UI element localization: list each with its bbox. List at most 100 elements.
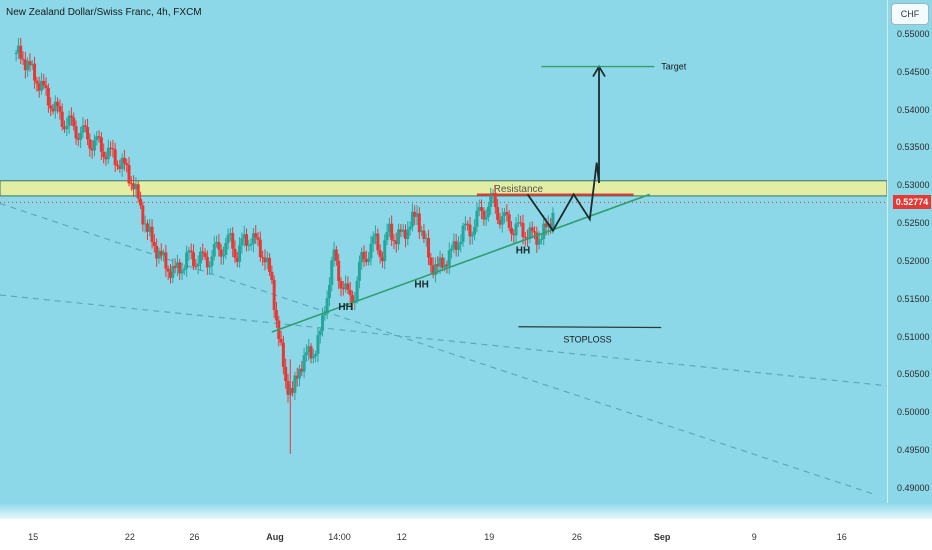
candle-body (33, 63, 37, 81)
dashed-trend-line-shallow (0, 294, 887, 387)
candle-body (473, 226, 477, 235)
candle-body (136, 184, 140, 199)
candle-body (69, 115, 73, 118)
candle-body (150, 226, 154, 242)
candle-body (350, 295, 354, 303)
hh-marker-label: HH (516, 245, 530, 256)
candle-body (132, 183, 136, 190)
candle-body (263, 257, 267, 263)
candle-body (429, 257, 433, 266)
candle-body (201, 251, 205, 253)
candle-body (424, 238, 428, 240)
price-tick-label: 0.52500 (897, 218, 930, 229)
candle-body (37, 83, 41, 91)
currency-button[interactable]: CHF (891, 3, 929, 25)
candle-body (539, 239, 543, 241)
candle-body (470, 234, 474, 237)
price-tick-label: 0.54000 (897, 104, 930, 115)
candle-body (265, 257, 269, 263)
candle-body (360, 251, 364, 263)
candle-body (505, 212, 509, 215)
candle-body (173, 265, 177, 268)
candle-body (318, 330, 322, 336)
candle-body (486, 206, 490, 217)
candle-body (274, 309, 278, 321)
price-tick-label: 0.52000 (897, 255, 930, 266)
candle-body (371, 236, 375, 244)
candle-body (196, 263, 200, 267)
time-tick-label: 9 (751, 532, 757, 542)
candle-body (316, 335, 320, 354)
candle-body (175, 262, 179, 268)
candle-body (21, 58, 25, 60)
candle-body (468, 224, 472, 237)
candle-body (109, 147, 113, 149)
candle-body (385, 231, 389, 241)
candle-body (307, 346, 311, 353)
time-tick-label: 15 (28, 532, 39, 542)
candle-body (436, 264, 440, 267)
candle-body (74, 126, 78, 139)
candle-body (210, 256, 214, 266)
candle-body (205, 256, 209, 268)
candle-body (212, 244, 216, 257)
candle-body (242, 234, 246, 239)
candle-body (86, 127, 90, 140)
candle-body (247, 245, 251, 247)
ascending-trend-line (271, 193, 650, 333)
time-tick-label: Aug (266, 532, 284, 542)
candle-body (344, 283, 348, 289)
candle-body (530, 227, 534, 232)
candle-body (53, 101, 57, 112)
candle-body (203, 252, 207, 257)
candle-body (268, 257, 272, 272)
candle-body (102, 151, 106, 158)
candle-body (152, 241, 156, 247)
candle-body (281, 342, 285, 367)
candle-body (337, 260, 341, 281)
candle-body (60, 111, 64, 127)
chart-plot-area[interactable]: Resistance Target STOPLOSS HH HH HH New Zeala… (0, 0, 887, 503)
candle-body (194, 266, 198, 268)
candle-body (134, 184, 138, 190)
candle-body (293, 375, 297, 393)
candle-body (79, 132, 83, 140)
candle-body (168, 271, 172, 278)
candle-body (42, 80, 46, 86)
dashed-trend-line-steep (0, 202, 874, 495)
candle-body (35, 80, 39, 84)
candle-body (115, 164, 119, 167)
time-axis[interactable] (0, 519, 887, 550)
candle-body (383, 240, 387, 262)
price-axis[interactable] (887, 0, 932, 503)
candle-body (314, 353, 318, 357)
candle-body (364, 258, 368, 262)
candle-body (323, 313, 327, 316)
candle-body (46, 87, 50, 106)
candle-body (113, 149, 117, 165)
last-price-tag: 0.52774 (893, 195, 931, 210)
candle-body (397, 229, 401, 245)
candle-body (551, 212, 555, 229)
candle-body (180, 270, 184, 274)
price-tick-label: 0.50000 (897, 407, 930, 418)
projected-zigzag-path (526, 66, 600, 233)
candle-body (362, 251, 366, 259)
candle-body (357, 262, 361, 281)
candle-body (143, 223, 147, 225)
candle-body (475, 210, 479, 227)
hh-marker-label: HH (338, 302, 352, 313)
candle-body (261, 257, 265, 259)
time-axis-band (0, 503, 932, 519)
candle-body (452, 241, 456, 249)
candle-body (355, 280, 359, 301)
candle-body (256, 237, 260, 240)
candle-body (159, 250, 163, 256)
candle-body (516, 222, 520, 224)
candle-body (49, 105, 53, 109)
candle-body (106, 147, 110, 160)
hh-marker-label: HH (414, 279, 428, 290)
candle-body (376, 233, 380, 251)
candle-body (95, 136, 99, 141)
candle-body (221, 254, 225, 257)
